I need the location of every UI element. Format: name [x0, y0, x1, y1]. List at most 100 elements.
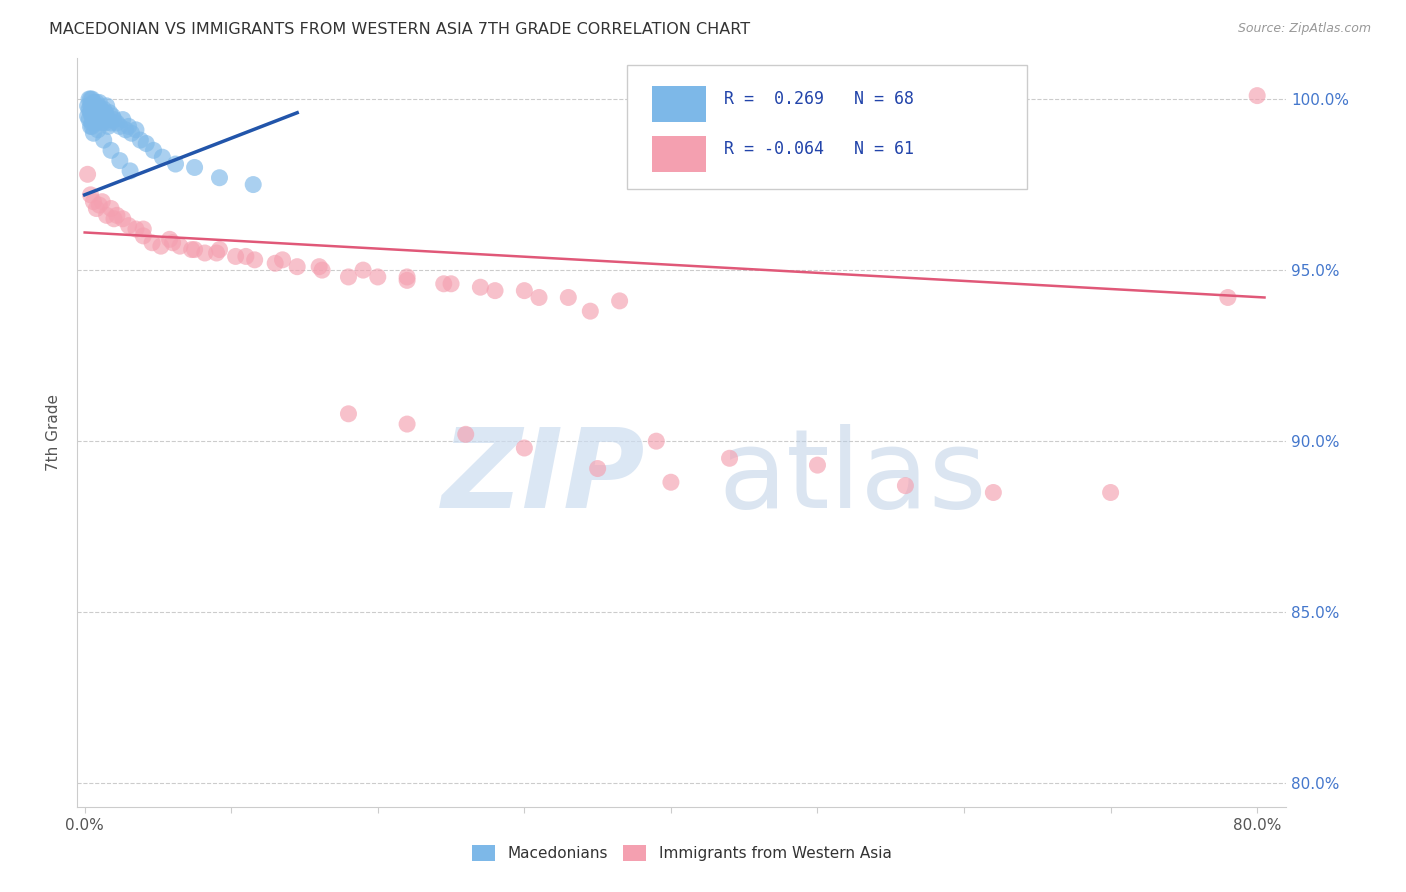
Point	[87, 105, 110, 120]
Point	[108, 153, 131, 168]
Point	[586, 461, 609, 475]
Point	[205, 246, 228, 260]
Point	[89, 103, 111, 117]
Point	[93, 109, 115, 123]
Point	[150, 150, 173, 164]
Text: R =  0.269   N = 68: R = 0.269 N = 68	[724, 90, 914, 108]
Point	[77, 103, 100, 117]
Point	[225, 249, 247, 263]
Point	[117, 219, 139, 233]
Point	[1216, 290, 1239, 304]
Point	[285, 260, 308, 274]
Point	[100, 202, 122, 216]
Point	[94, 116, 117, 130]
Point	[162, 235, 184, 250]
Point	[484, 284, 506, 298]
Point	[82, 194, 104, 209]
Point	[101, 109, 124, 123]
Point	[103, 112, 125, 127]
Point	[111, 112, 134, 127]
Point	[93, 103, 115, 117]
Point	[579, 304, 602, 318]
FancyBboxPatch shape	[652, 136, 706, 172]
Point	[159, 232, 181, 246]
Point	[80, 116, 103, 130]
Y-axis label: 7th Grade: 7th Grade	[46, 394, 62, 471]
Point	[208, 170, 231, 185]
Point	[194, 246, 217, 260]
Point	[82, 109, 104, 123]
Point	[440, 277, 463, 291]
Text: MACEDONIAN VS IMMIGRANTS FROM WESTERN ASIA 7TH GRADE CORRELATION CHART: MACEDONIAN VS IMMIGRANTS FROM WESTERN AS…	[49, 22, 751, 37]
Point	[242, 178, 264, 192]
Point	[80, 92, 103, 106]
Point	[243, 252, 266, 267]
Point	[100, 116, 122, 130]
Point	[82, 126, 104, 140]
Point	[90, 103, 112, 117]
Point	[86, 202, 108, 216]
Text: Source: ZipAtlas.com: Source: ZipAtlas.com	[1237, 22, 1371, 36]
Point	[149, 239, 172, 253]
Point	[84, 116, 107, 130]
Text: ZIP: ZIP	[441, 424, 645, 531]
FancyBboxPatch shape	[627, 65, 1026, 189]
Point	[165, 157, 187, 171]
Point	[513, 284, 536, 298]
FancyBboxPatch shape	[652, 86, 706, 121]
Point	[1246, 88, 1268, 103]
Point	[806, 458, 828, 472]
Text: R = -0.064   N = 61: R = -0.064 N = 61	[724, 140, 914, 158]
Point	[93, 133, 115, 147]
Point	[311, 263, 333, 277]
Point	[89, 198, 111, 212]
Point	[84, 105, 107, 120]
Point	[132, 228, 155, 243]
Point	[1099, 485, 1122, 500]
Point	[367, 269, 389, 284]
Point	[396, 417, 419, 431]
Point	[86, 95, 108, 110]
Point	[271, 252, 294, 267]
Point	[105, 208, 128, 222]
Point	[76, 99, 98, 113]
Point	[132, 222, 155, 236]
Point	[264, 256, 287, 270]
Point	[125, 123, 148, 137]
Point	[79, 105, 101, 120]
Point	[79, 99, 101, 113]
Point	[121, 126, 143, 140]
Point	[125, 222, 148, 236]
Point	[87, 123, 110, 137]
Point	[114, 123, 136, 137]
Point	[527, 290, 550, 304]
Point	[396, 269, 419, 284]
Point	[645, 434, 668, 449]
Point	[98, 105, 121, 120]
Point	[141, 235, 163, 250]
Point	[100, 144, 122, 158]
Point	[183, 161, 205, 175]
Point	[557, 290, 579, 304]
Point	[91, 194, 114, 209]
Point	[76, 109, 98, 123]
Point	[983, 485, 1005, 500]
Point	[208, 243, 231, 257]
Text: atlas: atlas	[718, 424, 987, 531]
Point	[86, 103, 108, 117]
Point	[79, 187, 101, 202]
Point	[454, 427, 477, 442]
Point	[120, 164, 142, 178]
Point	[609, 293, 631, 308]
Point	[235, 249, 257, 263]
Point	[94, 112, 117, 127]
Point	[352, 263, 374, 277]
Point	[82, 103, 104, 117]
Point	[129, 133, 152, 147]
Point	[86, 112, 108, 127]
Point	[169, 239, 191, 253]
Point	[80, 99, 103, 113]
Point	[117, 120, 139, 134]
Point	[84, 99, 107, 113]
Point	[135, 136, 157, 151]
